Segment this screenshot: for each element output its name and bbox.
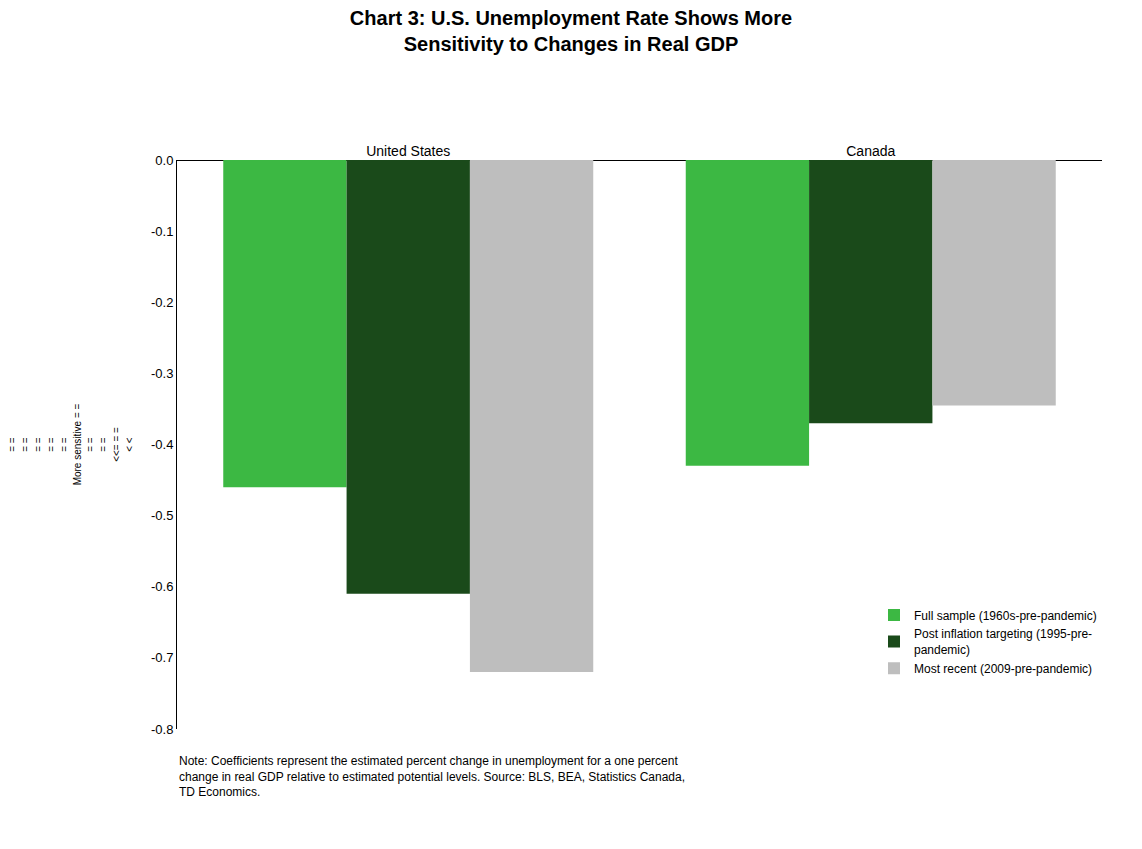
svg-text:= == == == == =More sensitive: = == == == == =More sensitive = == == =<… bbox=[7, 403, 135, 485]
svg-text:Note: Coefficients represent t: Note: Coefficients represent the estimat… bbox=[179, 754, 685, 799]
svg-text:Chart 3: U.S. Unemployment Rat: Chart 3: U.S. Unemployment Rate Shows Mo… bbox=[350, 7, 792, 55]
svg-text:-0.5: -0.5 bbox=[151, 508, 173, 523]
svg-text:0.0: 0.0 bbox=[155, 153, 173, 168]
svg-text:-0.1: -0.1 bbox=[151, 224, 173, 239]
svg-text:Canada: Canada bbox=[846, 143, 895, 159]
svg-text:-0.6: -0.6 bbox=[151, 579, 173, 594]
svg-text:Full sample (1960s-pre-pandemi: Full sample (1960s-pre-pandemic) bbox=[914, 609, 1097, 623]
svg-text:-0.4: -0.4 bbox=[151, 437, 173, 452]
svg-text:Post inflation targeting (1995: Post inflation targeting (1995-pre-pande… bbox=[914, 627, 1092, 657]
svg-text:United States: United States bbox=[366, 143, 450, 159]
svg-text:-0.7: -0.7 bbox=[151, 650, 173, 665]
svg-text:-0.8: -0.8 bbox=[151, 722, 173, 737]
svg-text:-0.2: -0.2 bbox=[151, 295, 173, 310]
svg-text:Most recent (2009-pre-pandemic: Most recent (2009-pre-pandemic) bbox=[914, 662, 1092, 676]
svg-text:-0.3: -0.3 bbox=[151, 366, 173, 381]
